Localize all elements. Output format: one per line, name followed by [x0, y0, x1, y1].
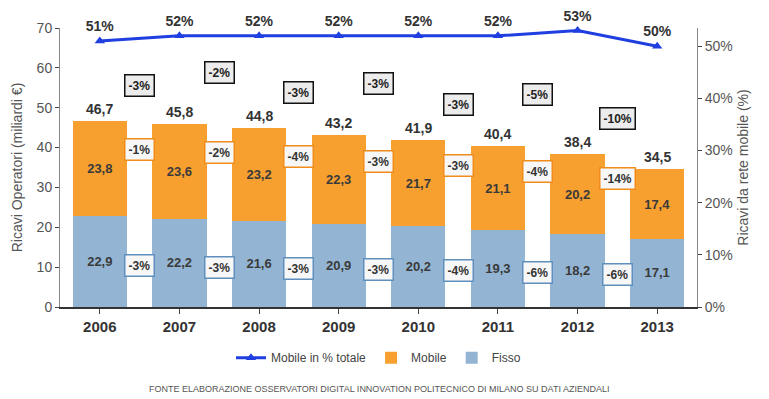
svg-text:21,1: 21,1 — [485, 181, 510, 196]
svg-text:-10%: -10% — [604, 112, 632, 126]
svg-text:41,9: 41,9 — [405, 120, 432, 136]
svg-text:-6%: -6% — [527, 266, 549, 280]
svg-text:43,2: 43,2 — [325, 115, 352, 131]
svg-text:0%: 0% — [705, 299, 725, 315]
svg-text:-6%: -6% — [607, 268, 629, 282]
svg-text:-3%: -3% — [209, 261, 231, 275]
svg-text:FONTE ELABORAZIONE OSSERVATORI: FONTE ELABORAZIONE OSSERVATORI DIGITAL I… — [149, 384, 609, 394]
svg-text:-3%: -3% — [368, 263, 390, 277]
svg-text:23,8: 23,8 — [87, 161, 112, 176]
svg-text:0: 0 — [44, 299, 52, 315]
svg-text:18,2: 18,2 — [565, 263, 590, 278]
svg-text:-4%: -4% — [527, 165, 549, 179]
svg-text:44,8: 44,8 — [246, 108, 273, 124]
svg-text:10: 10 — [37, 259, 53, 275]
svg-text:-3%: -3% — [368, 77, 390, 91]
svg-text:-3%: -3% — [129, 259, 151, 273]
svg-text:70: 70 — [37, 20, 53, 36]
svg-text:2009: 2009 — [322, 318, 355, 335]
svg-text:-4%: -4% — [448, 264, 470, 278]
svg-text:46,7: 46,7 — [86, 101, 113, 117]
svg-text:-14%: -14% — [604, 172, 632, 186]
svg-text:34,5: 34,5 — [644, 149, 671, 165]
svg-text:Ricavi da rete mobile (%): Ricavi da rete mobile (%) — [735, 89, 751, 245]
svg-text:-2%: -2% — [209, 66, 231, 80]
svg-text:21,6: 21,6 — [246, 256, 271, 271]
svg-text:40%: 40% — [705, 90, 733, 106]
svg-text:30%: 30% — [705, 142, 733, 158]
svg-text:20: 20 — [37, 219, 53, 235]
svg-text:2013: 2013 — [641, 318, 674, 335]
svg-text:-5%: -5% — [527, 88, 549, 102]
svg-text:50%: 50% — [705, 38, 733, 54]
svg-text:52%: 52% — [484, 13, 513, 29]
svg-text:2006: 2006 — [83, 318, 116, 335]
svg-text:50%: 50% — [643, 23, 672, 39]
svg-text:30: 30 — [37, 179, 53, 195]
svg-text:22,9: 22,9 — [87, 254, 112, 269]
svg-text:22,3: 22,3 — [326, 172, 351, 187]
svg-text:60: 60 — [37, 60, 53, 76]
svg-text:22,2: 22,2 — [167, 255, 192, 270]
svg-text:-3%: -3% — [288, 262, 310, 276]
svg-text:Mobile: Mobile — [411, 351, 447, 365]
svg-text:52%: 52% — [165, 13, 194, 29]
svg-text:-3%: -3% — [448, 159, 470, 173]
svg-text:-1%: -1% — [129, 143, 151, 157]
svg-text:51%: 51% — [86, 18, 115, 34]
svg-text:2011: 2011 — [482, 318, 515, 335]
svg-text:20,2: 20,2 — [565, 187, 590, 202]
svg-text:Ricavi Operatori (miliardi €): Ricavi Operatori (miliardi €) — [9, 83, 25, 253]
svg-text:52%: 52% — [245, 13, 274, 29]
svg-text:20,9: 20,9 — [326, 258, 351, 273]
svg-text:19,3: 19,3 — [485, 261, 510, 276]
svg-text:52%: 52% — [325, 13, 354, 29]
svg-text:45,8: 45,8 — [166, 104, 193, 120]
svg-text:2007: 2007 — [163, 318, 196, 335]
svg-text:-4%: -4% — [288, 150, 310, 164]
svg-text:-2%: -2% — [209, 146, 231, 160]
svg-text:-3%: -3% — [448, 98, 470, 112]
svg-text:40,4: 40,4 — [484, 126, 511, 142]
svg-text:53%: 53% — [564, 7, 593, 23]
svg-text:50: 50 — [37, 100, 53, 116]
svg-text:20,2: 20,2 — [406, 259, 431, 274]
svg-text:Mobile in % totale: Mobile in % totale — [271, 351, 366, 365]
svg-text:40: 40 — [37, 139, 53, 155]
svg-text:-3%: -3% — [288, 86, 310, 100]
svg-text:-3%: -3% — [129, 79, 151, 93]
svg-text:38,4: 38,4 — [564, 134, 591, 150]
svg-text:2010: 2010 — [402, 318, 435, 335]
svg-text:17,4: 17,4 — [644, 197, 670, 212]
svg-text:Fisso: Fisso — [492, 351, 521, 365]
svg-text:-3%: -3% — [368, 155, 390, 169]
svg-text:20%: 20% — [705, 195, 733, 211]
svg-text:23,2: 23,2 — [246, 167, 271, 182]
svg-text:52%: 52% — [404, 13, 433, 29]
svg-text:17,1: 17,1 — [645, 265, 670, 280]
svg-text:2012: 2012 — [561, 318, 594, 335]
svg-text:23,6: 23,6 — [167, 164, 192, 179]
svg-text:2008: 2008 — [242, 318, 275, 335]
svg-text:21,7: 21,7 — [406, 176, 431, 191]
svg-text:10%: 10% — [705, 247, 733, 263]
